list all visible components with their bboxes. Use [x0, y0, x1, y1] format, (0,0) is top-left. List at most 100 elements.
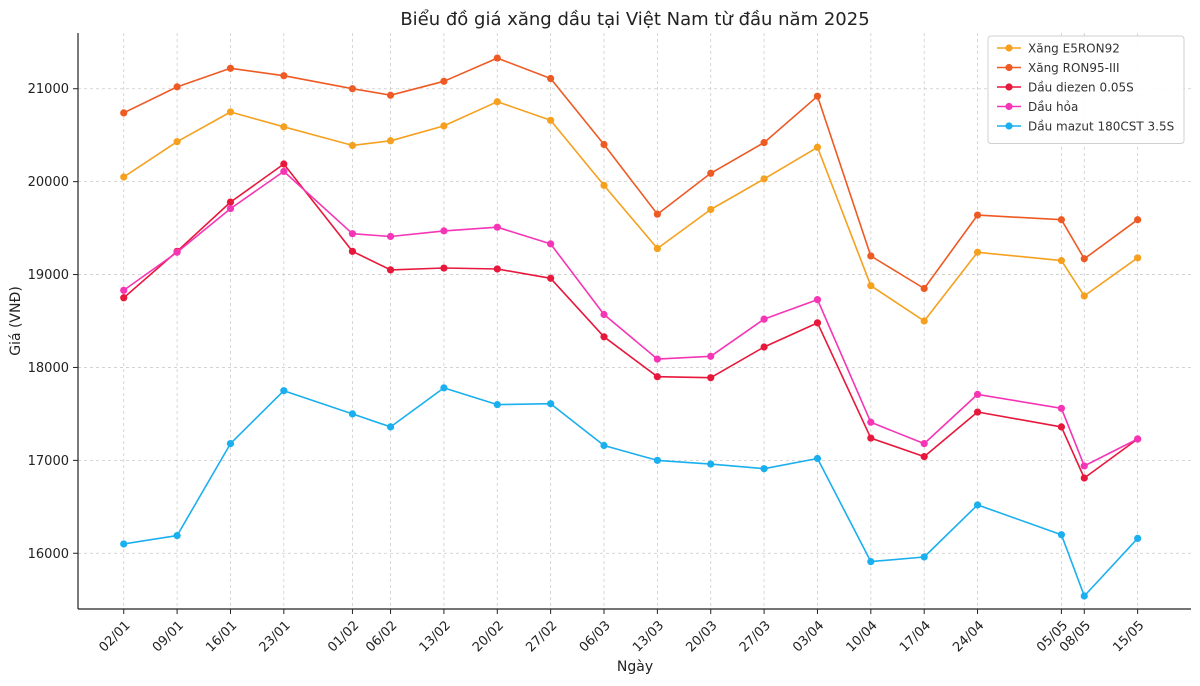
x-tick-label: 02/01 [96, 618, 133, 655]
data-point [348, 85, 357, 93]
data-point [348, 230, 357, 238]
data-point [760, 175, 768, 183]
series [120, 384, 1142, 600]
data-point [1134, 435, 1142, 443]
data-point [226, 108, 235, 116]
data-point [813, 296, 822, 304]
x-tick-label: 06/02 [363, 618, 400, 655]
data-point [226, 64, 235, 72]
data-point [547, 116, 555, 124]
data-point [1080, 292, 1088, 300]
data-point [973, 211, 982, 219]
data-point [1057, 404, 1066, 412]
x-tick-label: 09/01 [150, 618, 187, 655]
data-point [493, 54, 501, 62]
x-tick-label: 10/04 [844, 618, 881, 655]
data-point [973, 390, 982, 398]
x-tick-label: 13/02 [417, 618, 454, 655]
data-point [707, 460, 715, 468]
data-point [653, 373, 661, 381]
axes [73, 33, 1191, 614]
x-tick-label: 06/03 [577, 618, 614, 655]
data-point [493, 265, 501, 273]
data-point [173, 138, 181, 146]
legend-box [987, 35, 1185, 144]
data-point [1080, 255, 1088, 263]
data-point [440, 384, 448, 392]
data-point [653, 355, 661, 363]
data-point [440, 77, 448, 85]
data-point [493, 401, 501, 409]
legend-label: Xăng RON95-III [1028, 61, 1120, 75]
x-tick-label: 16/01 [203, 618, 240, 655]
series [120, 54, 1142, 293]
data-point [600, 441, 608, 450]
y-tick-label: 16000 [28, 547, 69, 562]
legend-marker [1005, 102, 1013, 111]
data-point [120, 540, 128, 548]
legend-item: Dầu hỏa [997, 100, 1078, 114]
data-point [386, 266, 395, 274]
data-point [867, 418, 875, 426]
x-tick-label: 23/01 [257, 618, 294, 655]
data-point [1134, 534, 1142, 542]
data-point [440, 264, 448, 272]
series-line [123, 170, 1138, 467]
legend-marker [1005, 44, 1013, 52]
data-point [547, 240, 555, 248]
data-point [280, 387, 288, 395]
series-group [120, 54, 1142, 600]
data-point [653, 210, 661, 218]
data-point [1057, 216, 1066, 224]
series-line [123, 163, 1139, 479]
data-point [440, 122, 448, 130]
x-tick-label: 03/04 [790, 618, 827, 655]
data-point [1080, 592, 1088, 600]
data-point [973, 501, 982, 509]
legend-marker [1005, 122, 1013, 130]
chart-title: Biểu đồ giá xăng dầu tại Việt Nam từ đầu… [400, 9, 869, 30]
legend-label: Dầu mazut 180CST 3.5S [1028, 120, 1174, 134]
data-point [120, 286, 128, 294]
data-point [973, 408, 982, 416]
data-point [813, 319, 822, 327]
data-point [760, 465, 768, 473]
data-point [707, 205, 715, 214]
data-point [600, 310, 608, 319]
data-point [547, 274, 555, 282]
data-point [760, 139, 768, 147]
data-point [280, 160, 288, 168]
data-point [920, 317, 928, 325]
x-tick-label: 15/05 [1110, 618, 1147, 655]
series-line [123, 57, 1139, 290]
legend-marker [1005, 63, 1013, 72]
data-point [707, 374, 715, 382]
tick-labels: 02/01 09/01 16/01 23/01 01/02 06/02 13/02 20/02… [28, 82, 1148, 655]
data-point [440, 227, 448, 235]
data-point [386, 423, 395, 431]
data-point [547, 400, 555, 408]
legend-label: Dầu hỏa [1028, 100, 1078, 114]
data-point [280, 123, 288, 131]
data-point [813, 143, 822, 151]
data-point [348, 410, 357, 418]
series-line [123, 387, 1139, 597]
x-tick-label: 20/02 [470, 618, 507, 655]
data-point [1057, 423, 1066, 431]
y-tick-label: 17000 [28, 454, 69, 469]
y-tick-label: 19000 [28, 268, 69, 283]
data-point [760, 315, 768, 323]
series [120, 98, 1142, 325]
y-tick-label: 18000 [28, 361, 69, 376]
data-point [813, 92, 822, 100]
data-point [386, 232, 395, 241]
legend-marker [1005, 83, 1013, 91]
data-point [493, 98, 501, 106]
data-point [348, 141, 357, 150]
data-point [653, 244, 661, 253]
data-point [348, 247, 357, 255]
data-point [173, 83, 181, 91]
data-point [226, 204, 235, 213]
